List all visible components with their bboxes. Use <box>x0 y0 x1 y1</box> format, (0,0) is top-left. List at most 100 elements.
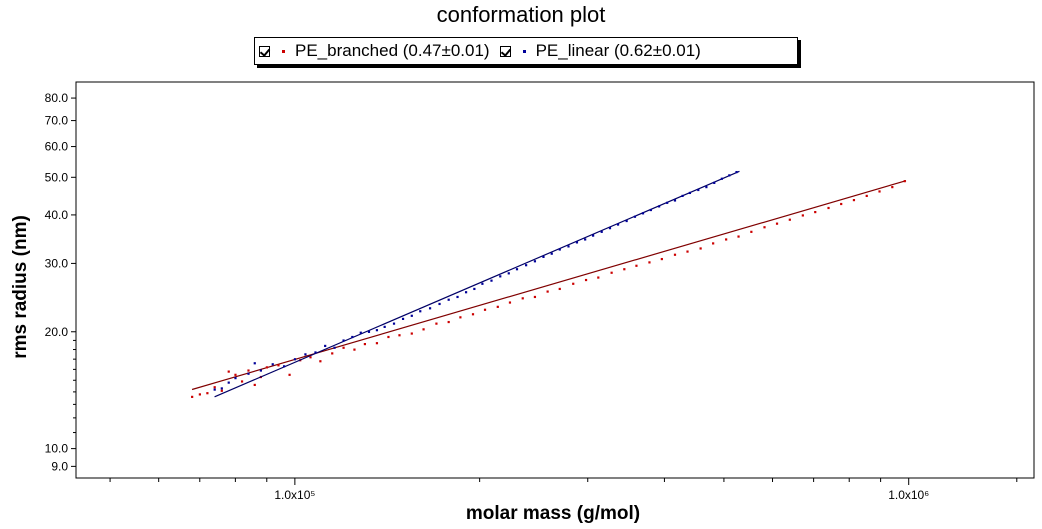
data-point <box>309 356 312 359</box>
data-point <box>801 214 804 217</box>
y-tick-label: 70.0 <box>45 114 69 128</box>
data-point <box>814 210 817 214</box>
data-point <box>542 255 545 258</box>
data-point <box>220 387 223 390</box>
data-point <box>324 344 327 348</box>
data-point <box>625 219 628 223</box>
data-point <box>673 199 677 202</box>
data-point <box>401 317 405 320</box>
data-point <box>259 369 262 372</box>
data-point <box>699 247 702 250</box>
data-point <box>660 257 663 261</box>
data-point <box>725 238 728 241</box>
data-point <box>490 279 493 282</box>
data-point <box>600 230 603 233</box>
data-point <box>496 305 499 308</box>
data-point <box>392 322 396 325</box>
y-tick-label: 10.0 <box>45 442 69 456</box>
data-point <box>353 348 356 351</box>
data-point <box>635 264 638 267</box>
data-point <box>234 377 237 380</box>
data-point <box>592 234 595 237</box>
legend-marker-branched <box>282 49 285 53</box>
data-point <box>572 282 575 285</box>
data-point <box>610 271 613 274</box>
series-1 <box>213 170 740 398</box>
data-point <box>314 351 317 354</box>
data-point <box>737 235 740 238</box>
data-point <box>567 245 570 248</box>
data-point <box>481 282 484 285</box>
data-point <box>331 352 334 355</box>
data-point <box>597 276 600 279</box>
legend: PE_branched (0.47±0.01) PE_linear (0.62±… <box>254 37 798 65</box>
data-point <box>499 275 502 278</box>
data-point <box>728 174 731 177</box>
data-point <box>240 380 244 383</box>
data-point <box>473 287 476 291</box>
data-point <box>750 230 753 233</box>
data-point <box>525 264 528 267</box>
data-point <box>435 322 438 325</box>
data-point <box>410 332 413 335</box>
data-point <box>558 248 561 251</box>
plot-frame <box>75 81 1035 479</box>
data-point <box>471 313 475 316</box>
y-tick-label: 50.0 <box>45 170 69 184</box>
data-point <box>428 307 432 310</box>
y-tick-label: 9.0 <box>51 459 68 473</box>
data-point <box>521 297 524 300</box>
y-tick-label: 20.0 <box>45 325 69 339</box>
legend-marker-linear <box>522 49 526 53</box>
data-point <box>705 186 708 189</box>
data-point <box>686 250 689 253</box>
data-point <box>247 372 250 375</box>
data-point <box>253 383 256 387</box>
fit-line <box>214 170 740 398</box>
data-point <box>658 205 661 208</box>
series-layer <box>191 170 907 398</box>
data-point <box>422 328 425 331</box>
data-point <box>293 358 297 361</box>
data-point <box>763 226 766 229</box>
data-point <box>227 381 230 384</box>
data-point <box>213 386 216 389</box>
data-point <box>623 268 626 271</box>
data-point <box>515 268 519 271</box>
data-point <box>456 295 459 299</box>
data-point <box>419 310 422 313</box>
data-point <box>383 325 386 328</box>
data-point <box>688 191 692 195</box>
data-point <box>720 177 723 180</box>
checkbox-checked-icon[interactable] <box>259 45 270 57</box>
data-point <box>673 253 677 256</box>
data-point <box>558 287 561 291</box>
data-point <box>447 320 450 324</box>
data-point <box>265 366 268 369</box>
legend-entry-linear[interactable]: PE_linear (0.62±0.01) <box>499 41 707 61</box>
data-point <box>459 316 462 319</box>
y-tick-label: 80.0 <box>45 91 69 105</box>
data-point <box>220 389 223 392</box>
data-point <box>827 206 830 210</box>
data-point <box>712 242 715 245</box>
data-point <box>546 290 549 293</box>
data-point <box>363 342 367 346</box>
data-point <box>865 194 868 198</box>
data-point <box>198 393 201 396</box>
chart-title: conformation plot <box>436 2 606 27</box>
checkbox-checked-icon[interactable] <box>499 45 511 57</box>
data-point <box>550 252 553 255</box>
data-point <box>903 180 906 183</box>
data-point <box>641 212 645 215</box>
y-axis-label: rms radius (nm) <box>10 215 31 359</box>
x-tick-label: 1.0x10⁵ <box>274 488 315 502</box>
data-point <box>713 181 716 184</box>
data-point <box>206 392 209 395</box>
data-point <box>633 215 637 218</box>
data-point <box>697 188 700 192</box>
data-point <box>508 301 512 304</box>
data-point <box>878 190 881 193</box>
legend-label-branched: PE_branched (0.47±0.01) <box>295 41 490 60</box>
legend-entry-branched[interactable]: PE_branched (0.47±0.01) <box>259 41 496 61</box>
